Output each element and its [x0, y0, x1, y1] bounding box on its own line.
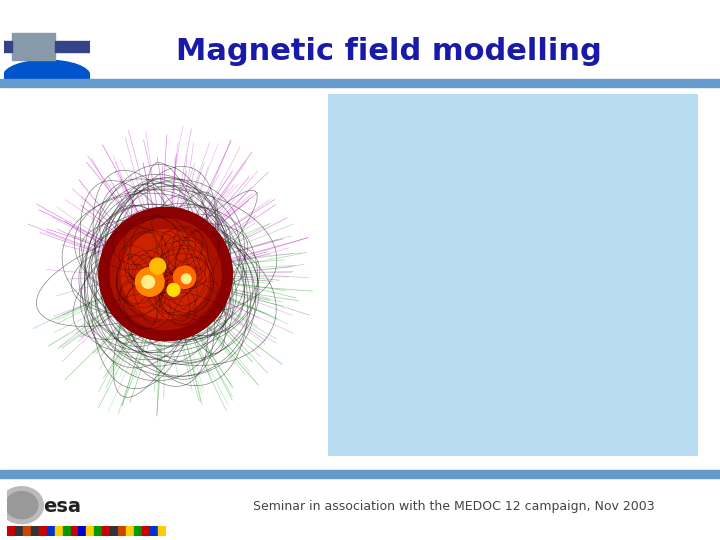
Bar — [78, 526, 86, 536]
Bar — [63, 526, 71, 536]
Circle shape — [174, 266, 196, 288]
Circle shape — [150, 258, 166, 274]
Circle shape — [181, 274, 191, 284]
Bar — [102, 526, 110, 536]
Circle shape — [150, 258, 166, 274]
Bar — [86, 526, 94, 536]
Bar — [134, 526, 142, 536]
Text: Seminar in association with the MEDOC 12 campaign, Nov 2003: Seminar in association with the MEDOC 12… — [253, 500, 654, 513]
Bar — [47, 526, 55, 536]
Circle shape — [6, 491, 37, 519]
Circle shape — [121, 230, 210, 319]
Bar — [0, 40, 12, 52]
Text: Magnetic field modelling: Magnetic field modelling — [176, 37, 602, 66]
Circle shape — [181, 274, 191, 284]
Bar — [150, 526, 158, 536]
Bar — [94, 526, 102, 536]
Text: • better identify and track
solar magnetic features on
all scales: • better identify and track solar magnet… — [346, 254, 557, 305]
Circle shape — [135, 268, 164, 296]
Text: Accompanying modelling
efforts for the solar
magnetic field will allow us
to:: Accompanying modelling efforts for the s… — [346, 111, 559, 180]
Bar — [23, 526, 31, 536]
Circle shape — [110, 219, 221, 329]
Circle shape — [135, 268, 164, 296]
Bar — [118, 526, 126, 536]
Bar — [55, 526, 63, 536]
Circle shape — [142, 275, 155, 288]
Bar — [55, 40, 99, 52]
Bar — [12, 33, 55, 60]
Circle shape — [174, 266, 196, 288]
Circle shape — [142, 275, 155, 288]
Bar — [7, 526, 15, 536]
Bar — [158, 526, 166, 536]
Circle shape — [167, 284, 180, 296]
Bar — [39, 526, 47, 536]
Circle shape — [99, 207, 232, 341]
Circle shape — [99, 207, 232, 341]
Circle shape — [0, 487, 43, 524]
Circle shape — [121, 230, 210, 319]
Text: esa: esa — [43, 497, 81, 516]
Bar — [31, 526, 39, 536]
Circle shape — [167, 284, 180, 296]
Bar — [71, 526, 78, 536]
Ellipse shape — [4, 60, 90, 91]
Bar — [15, 526, 23, 536]
Text: • better establish the
magnetic linkage between
the corona and inner
heliosphere: • better establish the magnetic linkage … — [346, 351, 553, 420]
Bar — [126, 526, 134, 536]
Bar — [110, 526, 118, 536]
Circle shape — [110, 219, 221, 329]
Bar — [142, 526, 150, 536]
